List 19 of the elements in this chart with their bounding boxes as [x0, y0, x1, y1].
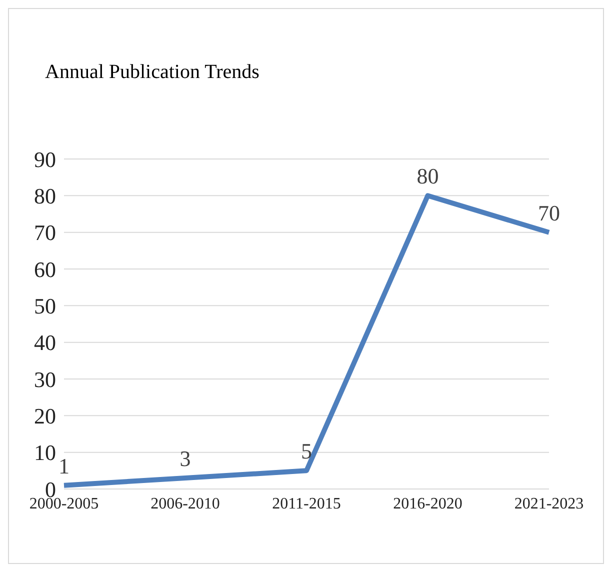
y-tick-label: 50: [34, 293, 56, 318]
y-tick-label: 10: [34, 440, 56, 466]
x-tick-label: 2011-2015: [272, 495, 341, 512]
y-tick-label: 40: [34, 330, 56, 356]
y-tick-label: 70: [34, 220, 56, 246]
data-label: 1: [58, 453, 70, 478]
x-tick-label: 2016-2020: [393, 495, 462, 512]
y-tick-label: 90: [34, 146, 56, 172]
y-tick-label: 80: [34, 183, 56, 208]
data-label: 3: [180, 446, 191, 471]
chart-title: Annual Publication Trends: [45, 61, 260, 84]
y-tick-label: 30: [34, 366, 56, 392]
data-label: 70: [538, 200, 560, 226]
data-label: 80: [416, 164, 439, 189]
x-tick-label: 2006-2010: [150, 495, 220, 512]
x-tick-label: 2021-2023: [514, 495, 584, 512]
data-label: 5: [301, 438, 312, 464]
y-tick-label: 20: [34, 403, 56, 428]
y-tick-label: 60: [34, 256, 56, 282]
